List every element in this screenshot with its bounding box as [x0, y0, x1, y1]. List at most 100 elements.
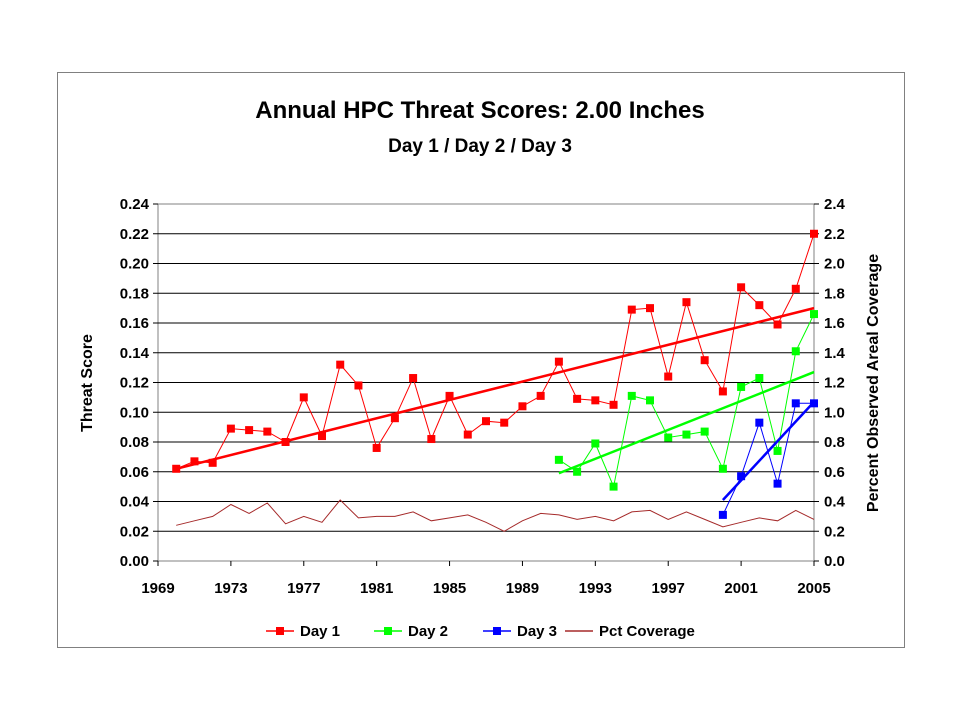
series-day-3 [718, 399, 818, 519]
data-point-day-1 [718, 387, 727, 396]
data-point-day-1 [646, 304, 654, 313]
data-point-day-2 [773, 446, 782, 455]
data-point-day-3 [810, 399, 818, 408]
left-axis-ticks: 0.00 0.02 0.04 0.06 0.08 0.10 0.12 0.14 0.16 0.18… [120, 196, 158, 570]
data-point-day-2 [682, 430, 691, 439]
data-point-day-2 [718, 464, 727, 473]
right-tick-label: 0.0 [824, 553, 845, 570]
data-point-day-1 [245, 426, 254, 435]
left-tick-label: 0.02 [120, 523, 149, 540]
data-point-day-1 [208, 458, 217, 467]
data-point-day-1 [190, 457, 199, 466]
data-point-day-1 [536, 391, 545, 400]
left-tick-label: 0.22 [120, 226, 149, 243]
data-point-day-1 [336, 360, 345, 369]
legend-item-day-1: Day 1 [266, 623, 340, 640]
trendline-day-2 [558, 370, 815, 475]
data-point-day-2 [646, 396, 654, 405]
data-point-day-3 [773, 479, 782, 488]
data-point-day-2 [755, 374, 764, 383]
data-point-day-1 [390, 414, 399, 423]
data-point-day-1 [281, 438, 290, 446]
series-layer [172, 229, 818, 532]
left-tick-label: 0.06 [120, 464, 149, 481]
legend-label: Day 1 [300, 623, 340, 640]
data-point-day-1 [810, 229, 818, 238]
left-tick-label: 0.10 [120, 404, 149, 421]
x-tick-label: 1969 [141, 580, 174, 597]
data-point-day-1 [573, 394, 582, 403]
right-tick-label: 1.4 [824, 345, 846, 362]
data-point-day-1 [372, 443, 381, 452]
data-point-day-1 [773, 320, 782, 329]
data-point-day-1 [609, 400, 618, 409]
data-point-day-1 [737, 283, 746, 292]
trendline-day-3 [721, 400, 815, 501]
data-point-day-2 [700, 427, 709, 436]
left-tick-label: 0.20 [120, 256, 149, 273]
data-point-day-3 [737, 472, 746, 481]
data-point-day-1 [409, 374, 418, 383]
legend-item-pct-coverage: Pct Coverage [565, 623, 695, 640]
left-tick-label: 0.24 [120, 196, 150, 213]
x-tick-label: 1977 [287, 580, 320, 597]
left-tick-label: 0.12 [120, 375, 149, 392]
legend-swatch-marker [384, 627, 392, 635]
x-tick-label: 1981 [360, 580, 393, 597]
left-tick-label: 0.08 [120, 434, 149, 451]
data-point-day-1 [700, 356, 709, 365]
legend-label: Pct Coverage [599, 623, 695, 640]
series-pct-coverage [176, 499, 815, 532]
chart-subtitle: Day 1 / Day 2 / Day 3 [388, 136, 572, 157]
data-point-day-3 [718, 510, 727, 519]
x-tick-label: 1989 [506, 580, 539, 597]
legend-swatch-marker [276, 627, 284, 635]
data-point-day-1 [299, 393, 308, 402]
gridlines [158, 233, 814, 532]
data-point-day-1 [445, 391, 454, 400]
legend-item-day-3: Day 3 [483, 623, 557, 640]
right-tick-label: 2.4 [824, 196, 846, 213]
right-tick-label: 2.2 [824, 226, 845, 243]
y-axis-label: Threat Score [79, 334, 96, 432]
right-tick-label: 2.0 [824, 256, 845, 273]
data-point-day-1 [318, 432, 326, 441]
data-point-day-1 [791, 284, 800, 293]
left-tick-label: 0.14 [120, 345, 150, 362]
data-point-day-3 [755, 418, 764, 427]
legend-swatch-marker [493, 627, 501, 635]
x-tick-label: 2001 [724, 580, 757, 597]
data-point-day-1 [554, 357, 563, 366]
data-point-day-1 [172, 464, 181, 473]
right-axis-ticks: 0.0 0.2 0.4 0.6 0.8 1.0 1.2 1.4 1.6 1.8 2.0 2.2 2.4 [814, 196, 846, 570]
data-point-day-1 [226, 424, 235, 433]
data-point-day-1 [482, 417, 490, 426]
right-tick-label: 1.6 [824, 315, 845, 332]
x-axis-ticks: 1969 1973 1977 1981 1985 1989 1993 1997 2001 2005 [141, 561, 831, 597]
data-point-day-1 [354, 381, 363, 390]
series-line-pct-coverage [176, 499, 815, 532]
series-day-1 [172, 229, 818, 473]
right-tick-label: 0.6 [824, 464, 845, 481]
right-tick-label: 1.8 [824, 285, 845, 302]
left-tick-label: 0.04 [120, 494, 150, 511]
data-point-day-2 [737, 382, 746, 391]
data-point-day-1 [427, 435, 436, 444]
x-tick-label: 1973 [214, 580, 247, 597]
data-point-day-1 [463, 430, 472, 439]
data-point-day-2 [609, 482, 618, 491]
data-point-day-2 [591, 439, 600, 448]
right-tick-label: 0.4 [824, 494, 846, 511]
legend-label: Day 3 [517, 623, 557, 640]
legend-label: Day 2 [408, 623, 448, 640]
legend: Day 1 Day 2 Day 3 Pct Coverage [266, 623, 695, 640]
series-day-2 [554, 310, 818, 491]
x-tick-label: 1993 [579, 580, 612, 597]
data-point-day-2 [810, 310, 818, 319]
data-point-day-1 [682, 298, 691, 307]
right-tick-label: 0.2 [824, 523, 845, 540]
x-tick-label: 2005 [797, 580, 830, 597]
right-tick-label: 1.2 [824, 375, 845, 392]
x-tick-label: 1985 [433, 580, 466, 597]
